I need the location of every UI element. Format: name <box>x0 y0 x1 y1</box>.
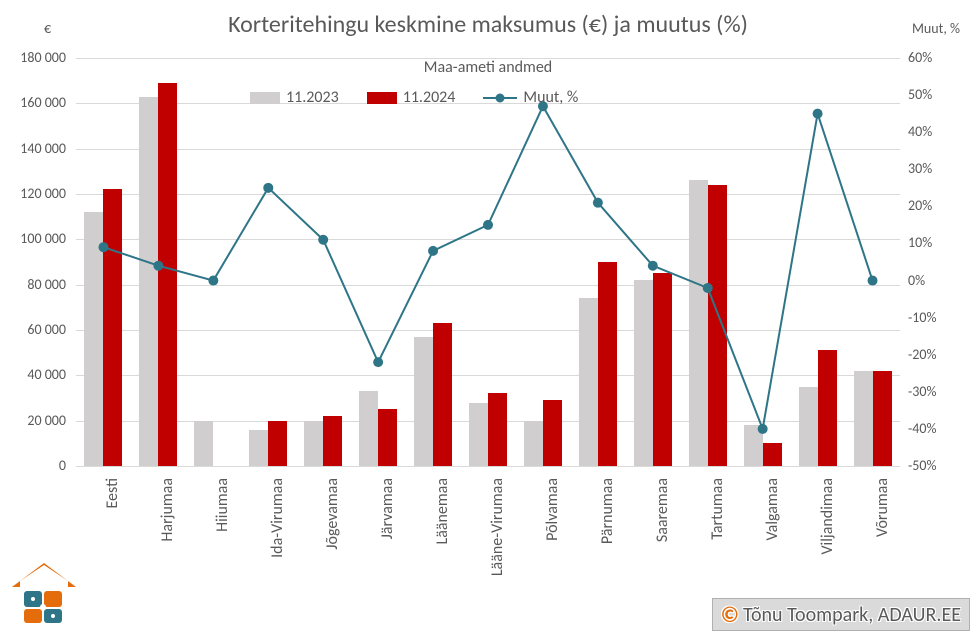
line-marker <box>428 246 438 256</box>
xtick-label: Harjumaa <box>158 478 177 628</box>
xtick-label: Hiiumaa <box>213 478 232 628</box>
xtick-label: Lääne-Virumaa <box>488 478 507 628</box>
ytick-right: 50% <box>908 86 968 103</box>
copyright-icon: © <box>721 601 739 628</box>
ytick-right: 40% <box>908 123 968 140</box>
line-marker <box>208 276 218 286</box>
xtick-label: Eesti <box>103 478 122 628</box>
ytick-right: 60% <box>908 49 968 66</box>
chart-title: Korteritehingu keskmine maksumus (€) ja … <box>0 10 976 39</box>
plot-area <box>76 58 900 467</box>
xtick-label: Ida-Virumaa <box>268 478 287 628</box>
legend-swatch-2024 <box>367 92 397 104</box>
ytick-right: 20% <box>908 197 968 214</box>
line-marker <box>373 357 383 367</box>
attribution: © Tõnu Toompark, ADAUR.EE <box>712 598 970 631</box>
ytick-left: 60 000 <box>0 321 66 338</box>
ytick-right: -20% <box>908 346 968 363</box>
line-marker <box>318 235 328 245</box>
right-axis-title: Muut, % <box>912 20 960 37</box>
line-marker <box>98 242 108 252</box>
xtick-label: Läänemaa <box>433 478 452 628</box>
ytick-left: 180 000 <box>0 49 66 66</box>
attribution-text: Tõnu Toompark, ADAUR.EE <box>743 603 961 627</box>
line-marker <box>593 198 603 208</box>
chart-container: Korteritehingu keskmine maksumus (€) ja … <box>0 0 976 637</box>
line-marker <box>758 424 768 434</box>
line-marker <box>648 261 658 271</box>
change-line <box>76 58 900 466</box>
ytick-left: 40 000 <box>0 366 66 383</box>
xtick-label: Põlvamaa <box>543 478 562 628</box>
ytick-left: 140 000 <box>0 140 66 157</box>
ytick-right: -50% <box>908 457 968 474</box>
line-marker <box>703 283 713 293</box>
legend-swatch-2023 <box>250 92 280 104</box>
legend-item-2023: 11.2023 <box>250 88 339 107</box>
line-marker <box>263 183 273 193</box>
legend-label-2024: 11.2024 <box>403 88 456 107</box>
xtick-label: Saaremaa <box>653 478 672 628</box>
ytick-left: 160 000 <box>0 94 66 111</box>
ytick-right: 10% <box>908 234 968 251</box>
ytick-right: -30% <box>908 383 968 400</box>
brand-logo <box>8 561 80 625</box>
legend-item-2024: 11.2024 <box>367 88 456 107</box>
grid-line <box>76 466 900 467</box>
xtick-label: Jõgevamaa <box>323 478 342 628</box>
line-marker <box>483 220 493 230</box>
ytick-left: 80 000 <box>0 276 66 293</box>
xtick-label: Järvamaa <box>378 478 397 628</box>
legend: 11.2023 11.2024 Muut, % <box>250 88 578 107</box>
ytick-right: 30% <box>908 160 968 177</box>
ytick-left: 120 000 <box>0 185 66 202</box>
legend-label-change: Muut, % <box>523 88 578 107</box>
ytick-left: 20 000 <box>0 412 66 429</box>
left-axis-title: € <box>44 20 51 37</box>
ytick-left: 100 000 <box>0 230 66 247</box>
line-marker <box>153 261 163 271</box>
line-marker <box>868 276 878 286</box>
legend-item-change: Muut, % <box>483 88 578 107</box>
xtick-label: Pärnumaa <box>598 478 617 628</box>
legend-line-icon <box>483 97 517 99</box>
ytick-right: 0% <box>908 272 968 289</box>
ytick-left: 0 <box>0 457 66 474</box>
legend-label-2023: 11.2023 <box>286 88 339 107</box>
line-marker <box>813 109 823 119</box>
ytick-right: -40% <box>908 420 968 437</box>
ytick-right: -10% <box>908 309 968 326</box>
